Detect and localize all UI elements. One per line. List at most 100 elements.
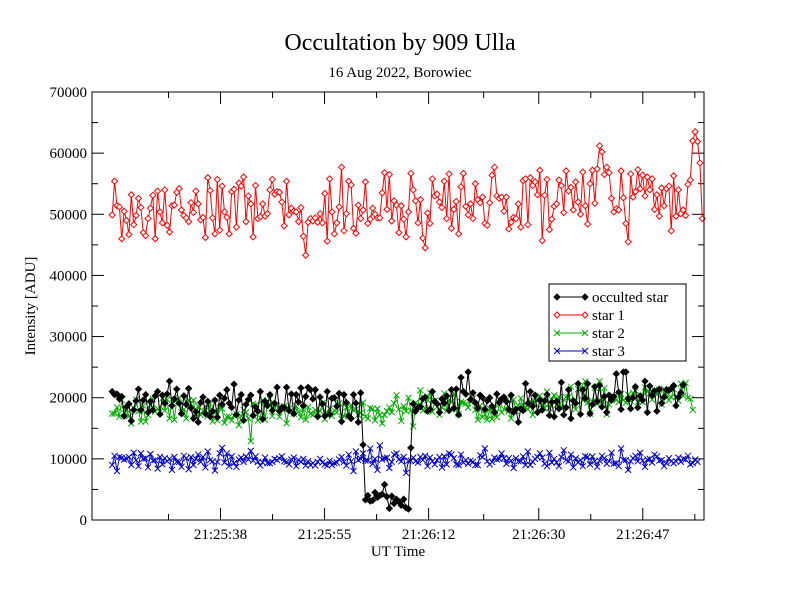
data-point-occulted-star xyxy=(452,385,460,393)
data-point-occulted-star xyxy=(163,390,171,398)
data-point-star-1 xyxy=(247,200,255,208)
data-point-occulted-star xyxy=(471,398,480,407)
data-point-star-1 xyxy=(127,191,136,199)
data-point-star-1 xyxy=(686,176,695,184)
y-tick-label: 70000 xyxy=(50,85,88,101)
data-point-star-3 xyxy=(304,457,312,465)
data-point-star-2 xyxy=(137,418,145,425)
data-point-star-1 xyxy=(402,233,410,241)
data-point-occulted-star xyxy=(204,397,212,406)
data-point-star-1 xyxy=(318,219,327,227)
data-point-star-1 xyxy=(294,217,303,226)
data-point-star-2 xyxy=(596,377,603,385)
data-point-star-1 xyxy=(366,215,374,223)
data-point-occulted-star xyxy=(170,395,179,403)
data-point-occulted-star xyxy=(313,412,322,421)
data-point-occulted-star xyxy=(617,405,625,414)
data-point-star-1 xyxy=(555,176,563,184)
data-point-star-1 xyxy=(469,214,477,223)
data-point-star-1 xyxy=(223,213,231,222)
data-point-star-3 xyxy=(548,459,556,466)
data-point-star-3 xyxy=(166,455,173,463)
data-point-star-3 xyxy=(560,446,568,454)
data-point-star-3 xyxy=(620,456,627,464)
data-point-star-3 xyxy=(536,450,544,457)
data-point-occulted-star xyxy=(182,400,190,409)
data-point-star-3 xyxy=(658,456,666,464)
data-point-star-1 xyxy=(450,205,458,214)
data-point-star-1 xyxy=(648,175,656,183)
data-point-star-1 xyxy=(655,212,664,220)
data-point-occulted-star xyxy=(347,414,355,423)
data-point-occulted-star xyxy=(598,403,606,411)
data-point-occulted-star xyxy=(576,410,585,418)
data-point-star-3 xyxy=(376,442,384,449)
data-point-star-3 xyxy=(617,445,625,452)
data-point-star-3 xyxy=(120,456,128,463)
data-point-occulted-star xyxy=(564,386,573,394)
data-point-occulted-star xyxy=(368,496,377,505)
data-point-star-1 xyxy=(354,201,362,209)
data-point-occulted-star xyxy=(583,379,592,388)
data-point-star-1 xyxy=(545,225,554,234)
data-point-occulted-star xyxy=(172,385,181,393)
data-point-occulted-star xyxy=(256,387,265,396)
y-tick-label: 40000 xyxy=(50,268,88,284)
data-point-occulted-star xyxy=(562,403,570,412)
data-point-star-1 xyxy=(548,215,556,223)
data-point-occulted-star xyxy=(478,394,487,402)
data-point-star-3 xyxy=(581,453,589,460)
data-point-star-3 xyxy=(655,457,663,465)
data-point-star-1 xyxy=(244,192,253,200)
data-point-star-3 xyxy=(553,459,560,466)
data-point-occulted-star xyxy=(356,389,365,397)
data-point-star-2 xyxy=(223,413,231,421)
x-tick-label: 21:25:38 xyxy=(194,527,247,543)
data-point-occulted-star xyxy=(380,480,389,489)
data-point-star-1 xyxy=(665,182,673,190)
data-point-star-3 xyxy=(474,461,482,469)
data-point-occulted-star xyxy=(218,400,226,409)
data-point-star-3 xyxy=(605,457,613,465)
data-point-occulted-star xyxy=(268,406,276,415)
data-point-star-3 xyxy=(593,463,601,471)
x-tick-label: 21:25:55 xyxy=(298,527,351,543)
data-point-star-3 xyxy=(385,464,393,472)
data-point-star-1 xyxy=(607,194,616,203)
data-point-occulted-star xyxy=(287,390,296,398)
data-point-star-1 xyxy=(497,193,506,201)
y-tick-label: 50000 xyxy=(50,207,88,223)
data-point-star-1 xyxy=(194,200,202,208)
data-point-star-3 xyxy=(402,469,410,477)
data-point-star-3 xyxy=(524,448,532,455)
data-point-occulted-star xyxy=(280,403,288,412)
data-point-occulted-star xyxy=(655,385,664,393)
data-point-star-1 xyxy=(650,205,659,214)
data-point-star-3 xyxy=(615,462,623,470)
data-point-star-1 xyxy=(134,194,143,203)
data-point-star-3 xyxy=(675,454,682,461)
data-point-occulted-star xyxy=(302,392,310,401)
data-point-star-2 xyxy=(689,406,697,414)
data-point-star-2 xyxy=(474,416,482,424)
data-point-occulted-star xyxy=(679,381,687,389)
data-point-star-1 xyxy=(538,236,546,245)
data-point-star-3 xyxy=(684,452,692,460)
data-point-occulted-star xyxy=(519,406,527,415)
data-point-star-2 xyxy=(333,409,341,416)
data-point-star-1 xyxy=(232,223,241,231)
data-point-star-3 xyxy=(108,461,116,469)
data-point-star-1 xyxy=(342,209,351,218)
data-point-occulted-star xyxy=(354,418,362,426)
data-point-occulted-star xyxy=(230,380,238,388)
data-point-occulted-star xyxy=(524,399,532,407)
data-point-occulted-star xyxy=(194,418,202,426)
x-tick-label: 21:26:12 xyxy=(402,527,455,543)
data-point-occulted-star xyxy=(239,416,248,425)
data-point-star-1 xyxy=(175,184,183,193)
data-point-star-1 xyxy=(340,227,348,235)
x-tick-label: 21:26:47 xyxy=(616,527,670,543)
data-point-star-3 xyxy=(331,459,338,467)
data-point-occulted-star xyxy=(488,402,496,410)
